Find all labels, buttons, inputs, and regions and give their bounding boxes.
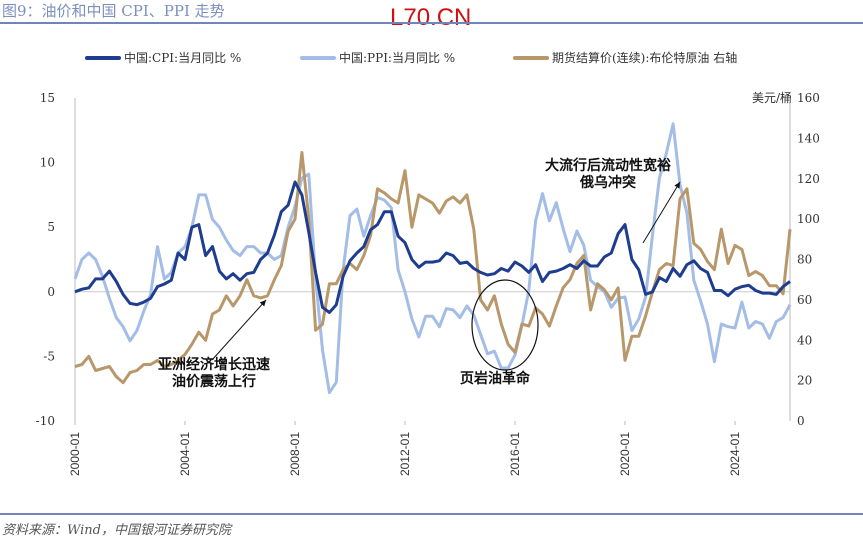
bottom-divider [0,513,863,515]
x-tick-label: 2000-01 [68,432,82,476]
legend-swatch-cpi [85,55,121,60]
legend-label-ppi: 中国:PPI:当月同比 % [339,51,456,65]
annotation-asia-line2: 油价震荡上行 [172,374,256,390]
annotation-shale-line1: 页岩油革命 [460,371,530,387]
right-tick-label: 40 [797,333,812,347]
annotation-asia-line1: 亚洲经济增长迅速 [158,357,270,373]
left-tick-label: 0 [47,285,55,299]
right-tick-label: 80 [797,253,812,267]
source-note: 资料来源：Wind，中国银河证券研究院 [2,523,231,538]
top-divider [0,22,863,24]
right-tick-label: 140 [797,131,820,145]
right-tick-label: 20 [797,374,812,388]
right-tick-label: 60 [797,293,812,307]
left-tick-label: -10 [36,414,55,428]
left-tick-label: 10 [40,156,55,170]
watermark: L70.CN [390,4,472,31]
cpi-line [74,180,791,314]
x-tick-label: 2008-01 [288,432,302,476]
right-axis-unit: 美元/桶 [752,91,793,105]
legend-item-brent: 期货结算价(连续):布伦特原油 右轴 [513,49,737,66]
annotation-pandemic-line1: 大流行后流动性宽裕 [545,158,671,174]
legend-swatch-ppi [300,55,336,60]
figure-title: 图9：油价和中国 CPI、PPI 走势 [2,2,225,20]
annotation-shale: 页岩油革命 [460,371,530,388]
right-tick-label: 0 [797,414,805,428]
legend-label-brent: 期货结算价(连续):布伦特原油 右轴 [552,51,738,65]
left-tick-label: 5 [47,220,55,234]
brent-line [74,151,792,385]
legend-item-cpi: 中国:CPI:当月同比 % [85,49,241,66]
x-tick-label: 2004-01 [178,432,192,476]
x-tick-label: 2020-01 [618,432,632,476]
x-tick-label: 2016-01 [508,432,522,476]
legend-item-ppi: 中国:PPI:当月同比 % [300,49,455,66]
annotation-pandemic: 大流行后流动性宽裕 俄乌冲突 [545,158,671,192]
annotation-arrow-asia [211,299,267,361]
right-tick-label: 160 [797,91,820,105]
annotation-ellipse-shale [471,279,539,371]
right-tick-label: 100 [797,212,820,226]
annotation-asia: 亚洲经济增长迅速 油价震荡上行 [158,357,270,391]
annotation-arrow-pandemic [642,181,681,244]
left-tick-label: -5 [43,349,55,363]
legend-label-cpi: 中国:CPI:当月同比 % [124,51,242,65]
annotation-pandemic-line2: 俄乌冲突 [580,175,636,191]
x-tick-label: 2012-01 [398,432,412,476]
left-tick-label: 15 [40,91,55,105]
x-tick-label: 2024-01 [728,432,742,476]
legend-swatch-brent [513,55,549,60]
right-tick-label: 120 [797,172,820,186]
ppi-line [73,122,792,395]
